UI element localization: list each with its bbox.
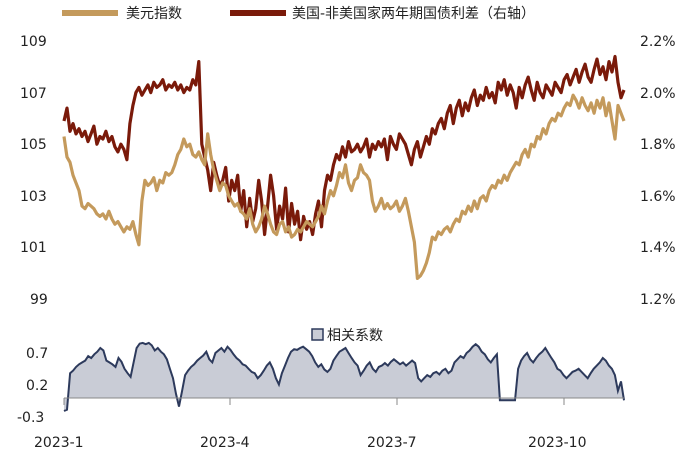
legend-label-dxy: 美元指数 [126,6,182,22]
x-tick-label: 2023-10 [528,435,587,451]
x-axis: 2023-1 2023-4 2023-7 2023-10 [34,435,587,451]
left-tick: 101 [20,240,47,256]
right-tick: 2.2% [640,34,676,50]
corr-x-ticks [63,398,565,405]
legend-label-spread: 美国-非美国家两年期国债利差（右轴） [292,5,535,22]
left-axis: 109 107 105 103 101 99 [20,34,48,308]
right-axis: 2.2% 2.0% 1.8% 1.6% 1.4% 1.2% [640,34,676,308]
left-tick: 107 [20,86,47,102]
corr-plot [63,341,625,412]
left-tick: 105 [20,137,47,153]
corr-line [63,341,625,412]
corr-tick: 0.2 [26,378,48,394]
corr-tick: 0.7 [26,346,48,362]
x-tick-label: 2023-1 [34,435,84,451]
right-tick: 2.0% [640,86,676,102]
series-line-spread [62,54,626,242]
x-tick-label: 2023-7 [367,435,417,451]
main-legend: 美元指数 美国-非美国家两年期国债利差（右轴） [62,5,535,22]
left-tick: 99 [30,292,48,308]
right-tick: 1.6% [640,189,676,205]
left-tick: 109 [20,34,47,50]
right-tick: 1.8% [640,137,676,153]
corr-tick: -0.3 [17,410,44,426]
right-tick: 1.4% [640,240,676,256]
x-tick-label: 2023-4 [200,435,250,451]
corr-legend-swatch [311,328,324,341]
series-line-dxy [62,93,626,280]
corr-axis: 0.7 0.2 -0.3 [17,346,48,426]
right-tick: 1.2% [640,292,676,308]
left-tick: 103 [20,189,47,205]
corr-area [64,342,624,411]
corr-legend-label: 相关系数 [327,328,383,344]
corr-legend: 相关系数 [311,328,383,344]
main-plot [62,54,626,280]
